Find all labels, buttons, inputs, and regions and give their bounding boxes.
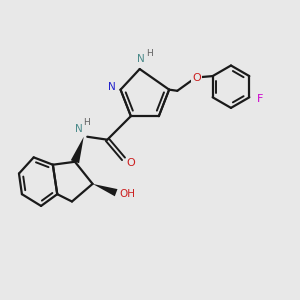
Polygon shape: [93, 184, 118, 196]
Text: O: O: [127, 158, 135, 168]
Text: O: O: [192, 73, 201, 82]
Text: N: N: [108, 82, 116, 92]
Text: H: H: [146, 49, 152, 58]
Text: OH: OH: [119, 189, 135, 199]
Polygon shape: [71, 137, 84, 163]
Text: F: F: [256, 94, 263, 104]
Text: N: N: [76, 124, 83, 134]
Text: H: H: [83, 118, 90, 127]
Text: N: N: [137, 54, 145, 64]
